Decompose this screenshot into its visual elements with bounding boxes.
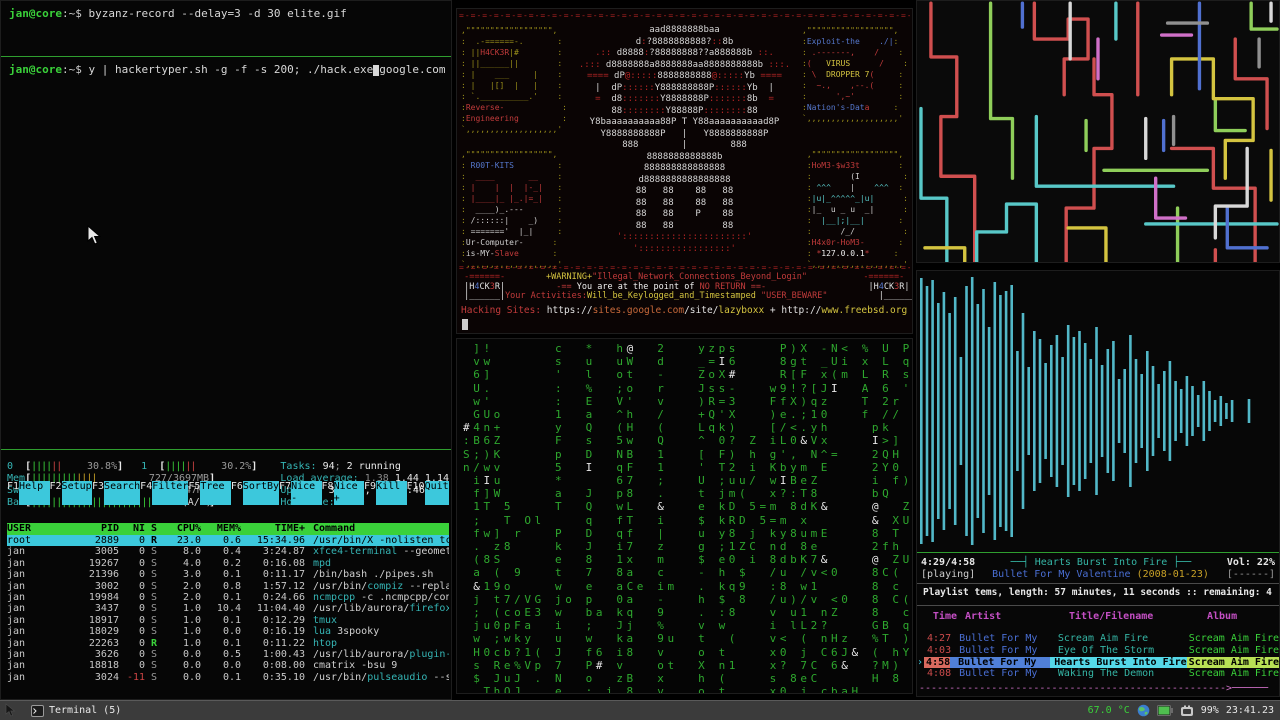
process-row[interactable]: jan 3024 -11 S 0.0 0.1 0:35.10/usr/bin/pulseau… (7, 671, 449, 683)
battery-percentage: 99% (1200, 705, 1219, 716)
separator (917, 583, 1279, 584)
track-artist: Bullet For My Valentine (2008-01-23) (992, 569, 1209, 580)
hacking-sites-line: Hacking Sites: https://sites.google.com/… (461, 305, 908, 316)
playlist-row[interactable]: 4:27 Bullet For My Scream Aim Fire Scream A… (927, 633, 1279, 644)
shell-prompt: jan@core (9, 7, 62, 20)
ascii-skull-art: aad8888888baa d:?8888888888?::8b.:: d8888… (578, 25, 791, 254)
command-line-2: jan@core:~$ y | hackertyper.sh -g -f -s … (9, 63, 446, 76)
playlist-row[interactable]: 4:03 Bullet For My Eye Of The Storm Scream … (927, 644, 1279, 656)
volume-label: Vol: 22% (1226, 557, 1275, 568)
haxor-home-box: ,"""""""""""""""""",:HoM3-$w33t :: (I ::… (806, 150, 908, 269)
banner-top-border: =-=-=-=-=-=-=-=-=-=-=-=-=-=-=-=-=-=-=-=-… (459, 11, 910, 20)
function-key-button[interactable]: F5 Tree (188, 481, 231, 505)
function-key-button[interactable]: F7 Nice - (279, 481, 322, 505)
process-table: USER PID NI S CPU% MEM% TIME+ Command root 2889 0… (7, 523, 449, 683)
cmatrix-window[interactable]: ]! c * h@ 2 yzps P)X -N< % U P, vw s u u… (456, 338, 913, 694)
mouse-pointer-icon (87, 225, 102, 245)
process-rows: root 2889 0 R 23.0 0.6 15:34.96/usr/bin/X -nol… (7, 535, 449, 683)
process-row[interactable]: jan 22263 0 R 1.0 0.1 0:11.22 htop (7, 637, 338, 649)
banner-mid-border: =-=-=-=-=-=-=-=-=-=-=-=-=-=-=-=-=-=-=-=-… (459, 263, 910, 272)
shell-prompt: jan@core (9, 63, 62, 76)
process-row[interactable]: jan 18818 0 S 0.0 0.0 0:08.00 cmatrix -bsu 9 (7, 660, 398, 672)
process-table-header[interactable]: USER PID NI S CPU% MEM% TIME+ Command (7, 523, 449, 535)
process-row[interactable]: jan 3002 0 S 2.0 0.8 1:57.12/usr/bin/compiz --… (7, 580, 449, 592)
function-key-button[interactable]: F8 Nice + (322, 481, 365, 505)
player-state-line: [playing] Bullet For My Valentine (2008-… (921, 569, 1275, 580)
playlist-row[interactable]: › 4:58 Bullet For My Hearts Burst Into Fire… (917, 656, 1279, 669)
function-key-button[interactable]: F10 Quit (407, 481, 450, 505)
h4ck3r-badge-box: ,"""""""""""""""""",: .-======-. :: ||H4… (461, 26, 567, 134)
cpu-meters: 0 [|||||| 30.8%] 1 [|||||| 30.2%] (7, 461, 258, 472)
function-key-button[interactable]: F6 SortBy (231, 481, 280, 505)
track-title: ──┤ Hearts Burst Into Fire ├── (1010, 557, 1192, 568)
pipes-screensaver-window[interactable] (916, 0, 1280, 263)
tasks-summary: Tasks: 94; 2 running (280, 461, 401, 472)
process-row[interactable]: jan 3626 0 S 0.0 0.5 1:00.43/usr/lib/aurora/pl… (7, 648, 449, 660)
now-playing-line: 4:29/4:58 ──┤ Hearts Burst Into Fire ├──… (921, 557, 1275, 568)
playlist: 4:27 Bullet For My Scream Aim Fire Scream A… (917, 633, 1279, 680)
function-key-button[interactable]: F3 Search (92, 481, 141, 505)
playlist-header: Time Artist Title/Filename Album (932, 611, 1238, 622)
audio-visualizer (920, 277, 1251, 545)
taskbar-window-label: Terminal (5) (49, 705, 122, 716)
warning-text-block: -======- +WARNING+"Illegal_Network_Conne… (459, 272, 912, 301)
process-row[interactable]: jan 18029 0 S 1.0 0.0 0:16.19 lua 3spooky (7, 626, 380, 638)
process-row[interactable]: jan 19267 0 S 4.0 0.2 0:16.08 mpd (7, 557, 332, 569)
rootkits-box: ,"""""""""""""""""",: R00T-KITS :: ____ … (461, 150, 563, 269)
function-key-button[interactable]: F9 Kill (364, 481, 407, 505)
separator (917, 605, 1279, 606)
hacker-banner-window[interactable]: =-=-=-=-=-=-=-=-=-=-=-=-=-=-=-=-=-=-=-=-… (456, 8, 913, 334)
music-player-window[interactable]: 4:29/4:58 ──┤ Hearts Burst Into Fire ├──… (916, 270, 1280, 697)
load-average: Load average: 1.38 1.44 1.14 (280, 473, 449, 484)
memory-meter: Mem[||||||||||||| 727/3697MB] (7, 473, 216, 484)
cpu-temperature: 67.0 °C (1087, 705, 1130, 716)
track-time: 4:29/4:58 (921, 557, 976, 568)
clock[interactable]: 23:41.23 (1225, 705, 1274, 716)
playlist-row[interactable]: 4:08 Bullet For My Waking The Demon Scream … (927, 668, 1279, 680)
track-progress-bar[interactable]: ----------------------------------------… (919, 683, 1269, 694)
command-line-1: jan@core:~$ byzanz-record --delay=3 -d 3… (9, 7, 347, 20)
terminal-window[interactable]: jan@core:~$ byzanz-record --delay=3 -d 3… (0, 0, 452, 700)
taskbar-window-button[interactable]: Terminal (5) (25, 704, 127, 718)
htop-pane: 0 [|||||| 30.8%] 1 [|||||| 30.2%] Mem[||||… (7, 461, 450, 683)
terminal-icon (31, 704, 44, 717)
process-row[interactable]: root 2889 0 R 23.0 0.6 15:34.96/usr/bin/X -nol… (7, 535, 449, 547)
tmux-pane-separator (917, 552, 1279, 553)
terminal-cursor (462, 319, 468, 330)
process-row[interactable]: jan 3437 0 S 1.0 10.4 11:04.40/usr/lib/aurora/… (7, 603, 449, 615)
pipes-art (919, 1, 1279, 262)
battery-icon[interactable] (1156, 705, 1173, 716)
htop-function-bar: F1 Help F2 Setup F3 Search F4 Filter F5 Tree … (7, 481, 450, 505)
power-plug-icon[interactable] (1180, 705, 1194, 717)
process-row[interactable]: jan 21396 0 S 3.0 0.1 0:11.17/bin/bash ./pipes… (7, 569, 434, 581)
command-text: y | hackertyper.sh -g -f -s 200; ./hack.… (81, 63, 374, 76)
process-row[interactable]: jan 3005 0 S 8.0 0.4 3:24.87 xfce4-terminal --g… (7, 546, 449, 558)
network-globe-icon[interactable] (1137, 704, 1150, 717)
tmux-pane-separator (1, 449, 451, 450)
volume-bar: [------] (1226, 569, 1275, 580)
text-cursor (373, 65, 380, 76)
virus-dropper-box: ,"""""""""""""""""",:Exploit-the ./|:: .… (802, 26, 908, 123)
process-row[interactable]: jan 19984 0 S 2.0 0.1 0:24.66 ncmpcpp -c .ncmpc… (7, 591, 449, 603)
player-state: [playing] (921, 569, 976, 580)
process-row[interactable]: jan 18917 0 S 1.0 0.1 0:12.29 tmux (7, 614, 338, 626)
matrix-rain: ]! c * h@ 2 yzps P)X -N< % U P, vw s u u… (463, 342, 912, 694)
command-text: google.com (379, 63, 446, 76)
playlist-summary: Playlist tems, length: 57 minutes, 11 se… (923, 587, 1272, 598)
function-key-button[interactable]: F4 Filter (140, 481, 189, 505)
command-text: byzanz-record --delay=3 -d 30 elite.gif (81, 7, 347, 20)
hand-cursor-icon[interactable] (4, 703, 17, 718)
function-key-button[interactable]: F1 Help (7, 481, 50, 505)
function-key-button[interactable]: F2 Setup (50, 481, 92, 505)
taskbar: Terminal (5) 67.0 °C 99% 23:41.23 (0, 700, 1280, 720)
tmux-pane-separator (1, 56, 451, 57)
